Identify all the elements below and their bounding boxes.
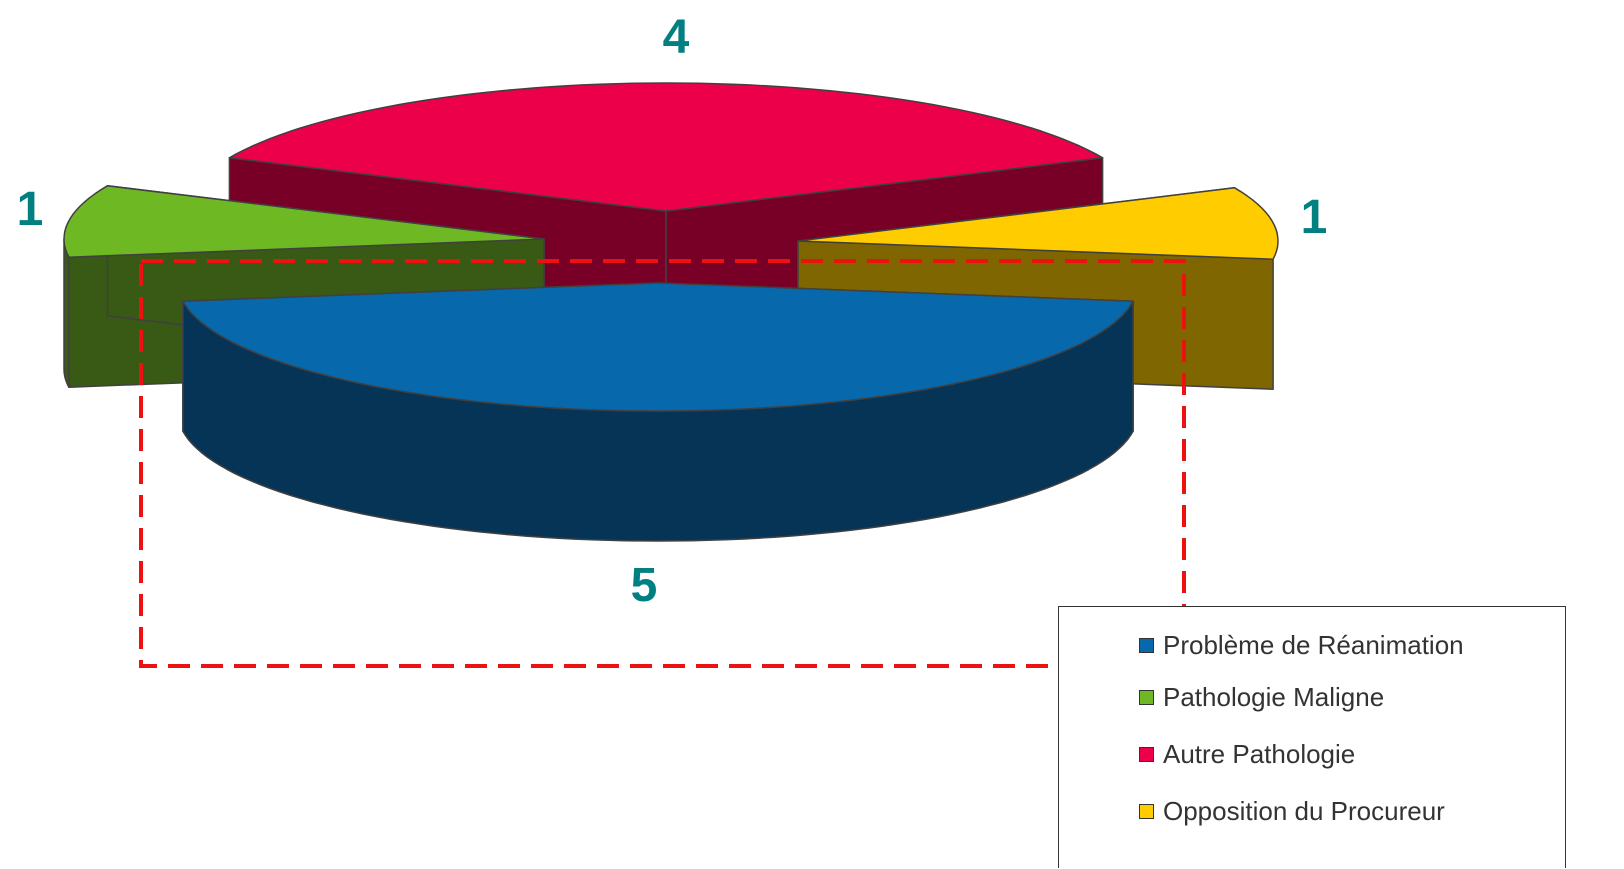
data-label: 4 bbox=[662, 11, 690, 64]
legend-item: Pathologie Maligne bbox=[1139, 682, 1384, 712]
legend-item: Autre Pathologie bbox=[1139, 739, 1355, 769]
slice-top bbox=[63, 185, 545, 258]
slice-top bbox=[797, 187, 1279, 260]
data-label: 5 bbox=[630, 559, 658, 612]
chart-legend: Problème de Réanimation Pathologie Malign… bbox=[1058, 606, 1566, 868]
slice-top bbox=[228, 82, 1104, 212]
legend-item: Opposition du Procureur bbox=[1139, 796, 1445, 826]
legend-label: Pathologie Maligne bbox=[1163, 681, 1385, 712]
slice-top bbox=[182, 282, 1134, 412]
legend-label: Problème de Réanimation bbox=[1163, 629, 1464, 660]
legend-swatch bbox=[1139, 746, 1154, 762]
legend-swatch bbox=[1139, 637, 1154, 653]
legend-item: Problème de Réanimation bbox=[1139, 630, 1464, 660]
data-label: 1 bbox=[16, 183, 44, 236]
legend-label: Autre Pathologie bbox=[1163, 738, 1356, 769]
legend-swatch bbox=[1139, 803, 1154, 819]
data-label: 1 bbox=[1300, 191, 1328, 244]
highlight-dashed-box bbox=[139, 259, 1186, 668]
slice-outer-wall bbox=[63, 238, 70, 388]
legend-label: Opposition du Procureur bbox=[1163, 795, 1445, 826]
legend-swatch bbox=[1139, 689, 1154, 705]
pie-slice bbox=[182, 282, 1134, 542]
